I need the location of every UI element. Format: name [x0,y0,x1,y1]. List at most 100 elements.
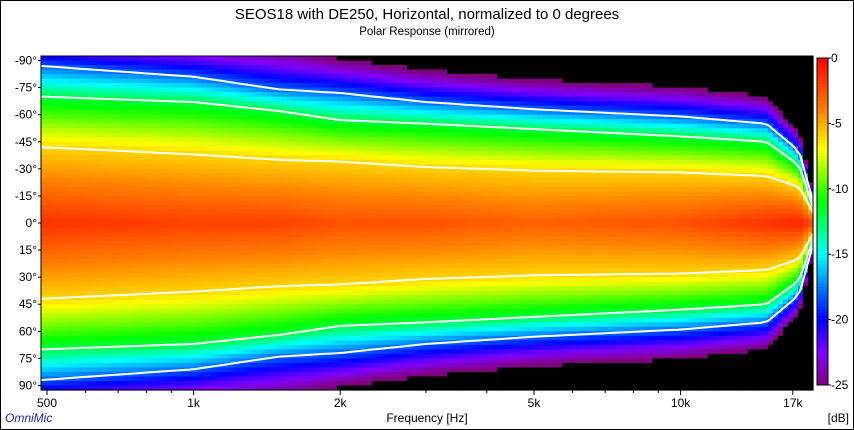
heatmap-cell [341,326,348,332]
heatmap-cell [181,286,187,292]
heatmap-cell [286,304,293,310]
heatmap-cell [121,128,127,134]
heatmap-cell [371,213,378,220]
heatmap-cell [346,114,353,120]
heatmap-cell [96,150,102,156]
heatmap-cell [51,56,57,62]
heatmap-cell [346,150,353,156]
heatmap-cell [256,263,263,269]
heatmap-cell [291,119,298,125]
heatmap-cell [71,209,77,215]
heatmap-cell [111,322,117,328]
heatmap-cell [346,335,353,341]
heatmap-cell [41,83,47,89]
heatmap-cell [161,186,167,192]
heatmap-cell [221,164,228,170]
heatmap-cell [281,223,288,229]
heatmap-cell [226,290,233,296]
heatmap-cell [221,92,228,98]
heatmap-cell [311,56,318,62]
heatmap-cell [261,60,268,66]
heatmap-cell [141,177,147,183]
heatmap-cell [141,227,147,233]
heatmap-cell [326,335,333,341]
heatmap-cell [276,195,283,202]
heatmap-cell [126,114,132,120]
heatmap-cell [191,155,197,161]
heatmap-cell [371,281,378,287]
heatmap-cell [126,173,132,179]
heatmap-cell [136,362,142,369]
heatmap-cell [181,164,187,170]
heatmap-cell [106,277,112,283]
heatmap-cell [361,213,368,220]
heatmap-cell [216,204,223,211]
heatmap-cell [111,123,117,129]
heatmap-cell [196,65,203,71]
heatmap-cell [296,263,303,269]
heatmap-cell [81,191,87,197]
heatmap-cell [276,290,283,296]
heatmap-cell [126,141,132,147]
heatmap-cell [206,331,213,337]
heatmap-cell [106,335,112,341]
heatmap-cell [231,159,238,165]
heatmap-cell [111,173,117,179]
heatmap-cell [191,137,197,143]
heatmap-cell [326,186,333,192]
heatmap-cell [126,209,132,215]
heatmap-cell [146,128,152,134]
heatmap-cell [261,304,268,310]
heatmap-cell [156,308,162,314]
heatmap-cell [141,119,147,125]
heatmap-cell [46,241,52,247]
heatmap-cell [116,263,122,269]
heatmap-cell [96,254,102,260]
heatmap-cell [141,123,147,129]
heatmap-cell [251,367,258,373]
heatmap-cell [201,56,208,62]
heatmap-cell [331,268,338,274]
heatmap-cell [206,353,213,359]
heatmap-cell [281,119,288,125]
heatmap-cell [176,182,182,188]
heatmap-cell [71,259,77,265]
heatmap-cell [311,308,318,314]
heatmap-cell [141,146,147,152]
heatmap-cell [146,209,152,215]
heatmap-cell [226,191,233,197]
heatmap-cell [236,132,243,138]
heatmap-cell [236,331,243,337]
heatmap-cell [86,250,92,256]
heatmap-cell [196,290,203,296]
heatmap-cell [191,362,197,369]
heatmap-cell [361,232,368,238]
heatmap-cell [366,60,373,66]
heatmap-cell [166,105,172,111]
heatmap-cell [216,150,223,156]
heatmap-cell [151,241,157,247]
heatmap-cell [121,159,127,165]
heatmap-cell [216,96,223,102]
heatmap-cell [366,349,373,355]
heatmap-cell [136,83,142,89]
heatmap-cell [131,223,137,229]
heatmap-cell [71,272,77,278]
heatmap-cell [336,200,343,206]
heatmap-cell [106,128,112,134]
heatmap-cell [66,385,72,391]
heatmap-cell [206,186,213,192]
heatmap-cell [241,290,248,296]
heatmap-cell [211,358,218,364]
heatmap-cell [216,110,223,116]
heatmap-cell [231,186,238,192]
heatmap-cell [146,101,152,107]
heatmap-cell [326,299,333,305]
heatmap-cell [131,119,137,125]
heatmap-cell [236,213,243,220]
heatmap-cell [256,245,263,251]
heatmap-cell [66,105,72,111]
heatmap-cell [106,236,112,242]
heatmap-cell [201,110,208,116]
heatmap-cell [286,277,293,283]
